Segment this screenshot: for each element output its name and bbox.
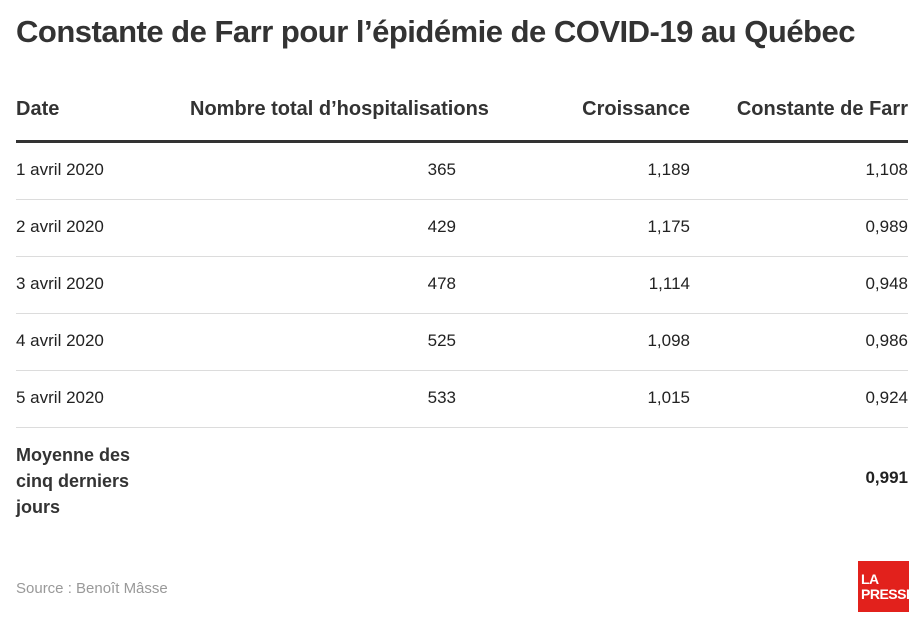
- cell-date: 1 avril 2020: [16, 160, 104, 179]
- cell-farr: 0,986: [865, 331, 908, 350]
- average-farr: 0,991: [865, 468, 908, 487]
- table-row: 4 avril 2020 525 1,098 0,986: [16, 314, 908, 371]
- table-header: Date Nombre total d’hospitalisations Cro…: [16, 82, 908, 143]
- table-row: 1 avril 2020 365 1,189 1,108: [16, 143, 908, 200]
- column-header-date: Date: [16, 98, 60, 120]
- cell-hospitalisations: 525: [427, 331, 456, 350]
- source-note: Source : Benoît Mâsse: [16, 580, 168, 597]
- page-title: Constante de Farr pour l’épidémie de COV…: [16, 14, 855, 49]
- table-row: 3 avril 2020 478 1,114 0,948: [16, 257, 908, 314]
- cell-croissance: 1,114: [648, 274, 690, 293]
- logo-line-2: PRESSE: [861, 585, 915, 602]
- cell-farr: 0,989: [865, 217, 908, 236]
- average-row: Moyenne des cinq derniers jours 0,991: [16, 428, 908, 528]
- table-row: 5 avril 2020 533 1,015 0,924: [16, 371, 908, 428]
- column-header-farr: Constante de Farr: [736, 98, 908, 120]
- cell-croissance: 1,175: [647, 217, 690, 236]
- cell-date: 5 avril 2020: [16, 388, 104, 407]
- cell-croissance: 1,189: [647, 160, 690, 179]
- column-header-croissance: Croissance: [582, 98, 690, 120]
- la-presse-logo: LA PRESSE: [858, 561, 915, 612]
- data-table: Date Nombre total d’hospitalisations Cro…: [16, 82, 908, 528]
- table-row: 2 avril 2020 429 1,175 0,989: [16, 200, 908, 257]
- average-label: Moyenne des cinq derniers jours: [16, 445, 131, 517]
- cell-date: 4 avril 2020: [16, 331, 104, 350]
- column-header-hospitalisations: Nombre total d’hospitalisations: [190, 98, 489, 120]
- cell-farr: 1,108: [865, 160, 908, 179]
- cell-croissance: 1,015: [647, 388, 690, 407]
- cell-farr: 0,924: [865, 388, 908, 407]
- cell-farr: 0,948: [865, 274, 908, 293]
- cell-hospitalisations: 533: [427, 388, 456, 407]
- logo-line-1: LA: [861, 570, 879, 587]
- cell-date: 2 avril 2020: [16, 217, 104, 236]
- cell-date: 3 avril 2020: [16, 274, 104, 293]
- cell-hospitalisations: 365: [427, 160, 456, 179]
- cell-hospitalisations: 429: [427, 217, 456, 236]
- cell-croissance: 1,098: [647, 331, 690, 350]
- cell-hospitalisations: 478: [427, 274, 456, 293]
